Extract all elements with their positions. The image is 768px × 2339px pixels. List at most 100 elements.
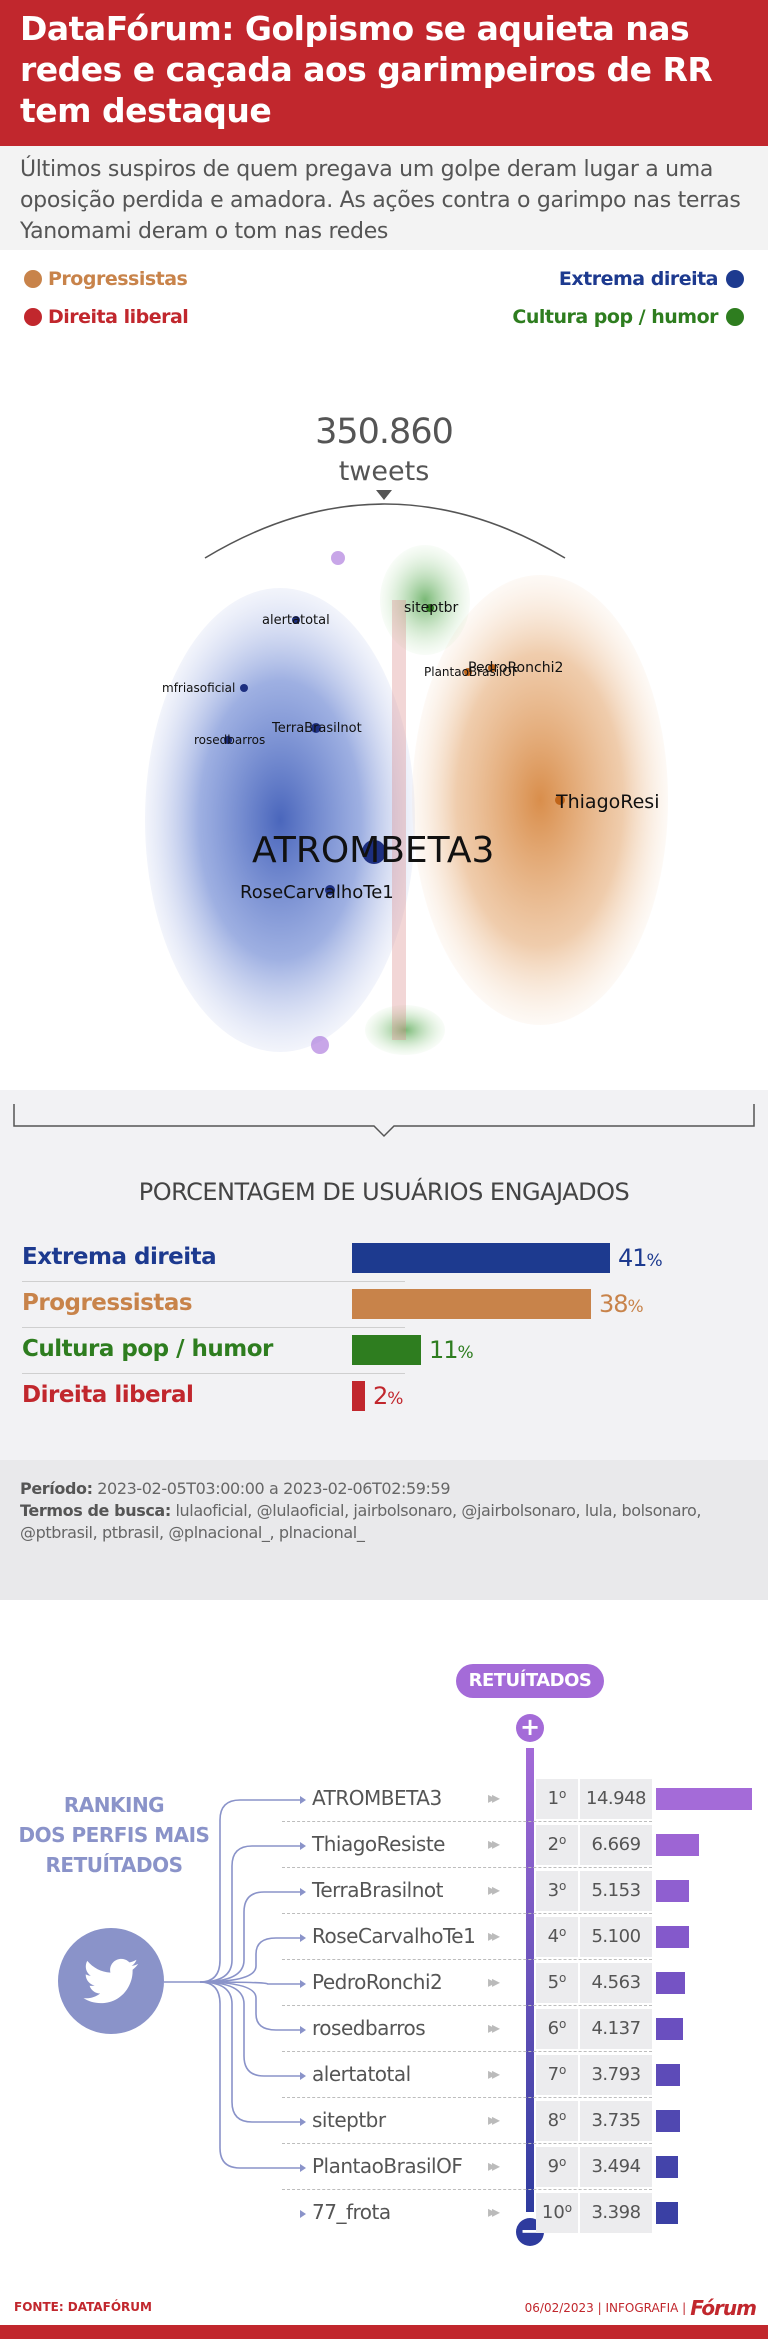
rank-gradient-line (526, 1748, 534, 2212)
ranking-row: ThiagoResiste ▸▸ 2o 6.669 (0, 1822, 768, 1868)
total-arrow-icon (376, 490, 392, 500)
ranking-row: PedroRonchi2 ▸▸ 5o 4.563 (0, 1960, 768, 2006)
rank-position: 8o (536, 2101, 578, 2141)
node-mfriasoficial (240, 684, 248, 692)
double-chevron-icon: ▸▸ (488, 2112, 500, 2129)
meta-box: Período: 2023-02-05T03:00:00 a 2023-02-0… (0, 1460, 768, 1600)
profile-name: alertatotal (312, 2062, 411, 2086)
twitter-bird-icon (83, 1958, 139, 2004)
engagement-pct: 38% (599, 1290, 644, 1318)
node-thiagoresiste (555, 795, 565, 805)
retweet-bar (656, 1880, 689, 1902)
engagement-bar (352, 1243, 610, 1273)
node-alertatotal (292, 616, 300, 624)
engagement-bar (352, 1289, 591, 1319)
ranking-row: PlantaoBrasilOF ▸▸ 9o 3.494 (0, 2144, 768, 2190)
engagement-label: Direita liberal (22, 1382, 194, 1408)
rank-position: 9o (536, 2147, 578, 2187)
double-chevron-icon: ▸▸ (488, 2066, 500, 2083)
retweet-count: 5.153 (580, 1871, 652, 1911)
legend-dot-progressistas (24, 270, 42, 288)
network-label: mfriasoficial (162, 681, 235, 695)
legend-label: Cultura pop / humor (512, 306, 718, 328)
retweet-bar (656, 1834, 699, 1856)
legend-extrema-direita: Extrema direita (559, 268, 744, 290)
node-rosedbarros (224, 736, 232, 744)
ranking-row: alertatotal ▸▸ 7o 3.793 (0, 2052, 768, 2098)
retweet-bar (656, 1788, 752, 1810)
rank-position: 1o (536, 1779, 578, 1819)
double-chevron-icon: ▸▸ (488, 2158, 500, 2175)
cluster-cultura-pop-bottom (365, 1005, 445, 1055)
node-rosecarvalhote1 (325, 885, 335, 895)
double-chevron-icon: ▸▸ (488, 1928, 500, 1945)
ranking-row: ATROMBETA3 ▸▸ 1o 14.948 (0, 1776, 768, 1822)
rank-position: 10o (536, 2193, 578, 2233)
engagement-pct: 2% (373, 1382, 403, 1410)
rank-position: 2o (536, 1825, 578, 1865)
engagement-label: Cultura pop / humor (22, 1336, 273, 1362)
network-label: RoseCarvalhoTe1 (240, 882, 394, 903)
profile-name: 77_frota (312, 2200, 391, 2224)
retweet-count: 6.669 (580, 1825, 652, 1865)
retweet-bar (656, 1926, 689, 1948)
node-atrombeta3 (362, 840, 386, 864)
node-siteptbr (426, 604, 434, 612)
purple-node-top (331, 551, 345, 565)
network-label: rosedbarros (194, 733, 265, 747)
retweet-count: 3.735 (580, 2101, 652, 2141)
node-pedroronchi2 (488, 664, 496, 672)
engagement-row: Progressistas 38% (22, 1282, 662, 1328)
engagement-row: Extrema direita 41% (22, 1236, 663, 1282)
ranking-row: 77_frota ▸▸ 10o 3.398 (0, 2190, 768, 2236)
network-label: PedroRonchi2 (468, 660, 563, 676)
profile-name: rosedbarros (312, 2016, 426, 2040)
engagement-pct: 11% (429, 1336, 474, 1364)
retweet-bar (656, 2064, 680, 2086)
footer-credit: 06/02/2023 | INFOGRAFIA | Fórum (524, 2296, 757, 2320)
legend-label: Progressistas (48, 268, 188, 290)
profile-name: siteptbr (312, 2108, 386, 2132)
subtitle: Últimos suspiros de quem pregava um golp… (20, 157, 741, 244)
rank-position: 3o (536, 1871, 578, 1911)
cluster-direita-liberal (392, 600, 406, 1040)
subtitle-box: Últimos suspiros de quem pregava um golp… (0, 146, 768, 250)
engagement-row: Cultura pop / humor 11% (22, 1328, 662, 1374)
plus-icon: + (516, 1714, 544, 1742)
ranking-title: RANKING DOS PERFIS MAIS RETUÍTADOS (18, 1793, 210, 1877)
retweet-bar (656, 2110, 680, 2132)
profile-name: ATROMBETA3 (312, 1786, 442, 1810)
retweet-bar (656, 2018, 683, 2040)
network-label: ATROMBETA3 (252, 830, 494, 871)
rank-position: 7o (536, 2055, 578, 2095)
rank-position: 6o (536, 2009, 578, 2049)
retweet-count: 3.793 (580, 2055, 652, 2095)
retweet-bar (656, 2202, 678, 2224)
footer-source: FONTE: DATAFÓRUM (14, 2300, 152, 2314)
retweets-pill: RETUÍTADOS (456, 1664, 604, 1698)
legend-label: Direita liberal (48, 306, 189, 328)
total-tweets-label: tweets (338, 456, 430, 487)
retweet-count: 4.563 (580, 1963, 652, 2003)
retweet-count: 14.948 (580, 1779, 652, 1819)
period: Período: 2023-02-05T03:00:00 a 2023-02-0… (20, 1479, 451, 1498)
legend-cultura-pop: Cultura pop / humor (512, 306, 744, 328)
ranking-connectors (164, 1796, 306, 2218)
rank-position: 4o (536, 1917, 578, 1957)
engagement-pct: 41% (618, 1244, 663, 1272)
twitter-logo (58, 1928, 164, 2034)
network-label: PlantaoBrasilOF (424, 665, 519, 679)
header: DataFórum: Golpismo se aquieta nas redes… (0, 0, 768, 146)
legend-dot-direita-liberal (24, 308, 42, 326)
network-label: ThiagoResi (555, 791, 659, 813)
legend-dot-cultura-pop (726, 308, 744, 326)
network-label: siteptbr (404, 600, 459, 616)
double-chevron-icon: ▸▸ (488, 1836, 500, 1853)
double-chevron-icon: ▸▸ (488, 2020, 500, 2037)
legend-label: Extrema direita (558, 268, 719, 290)
double-chevron-icon: ▸▸ (488, 2204, 500, 2221)
legend-progressistas: Progressistas (24, 268, 188, 290)
network-label: alertatotal (262, 613, 330, 628)
engagement-row: Direita liberal 2% (22, 1374, 662, 1420)
cluster-extrema-direita (145, 588, 415, 1052)
